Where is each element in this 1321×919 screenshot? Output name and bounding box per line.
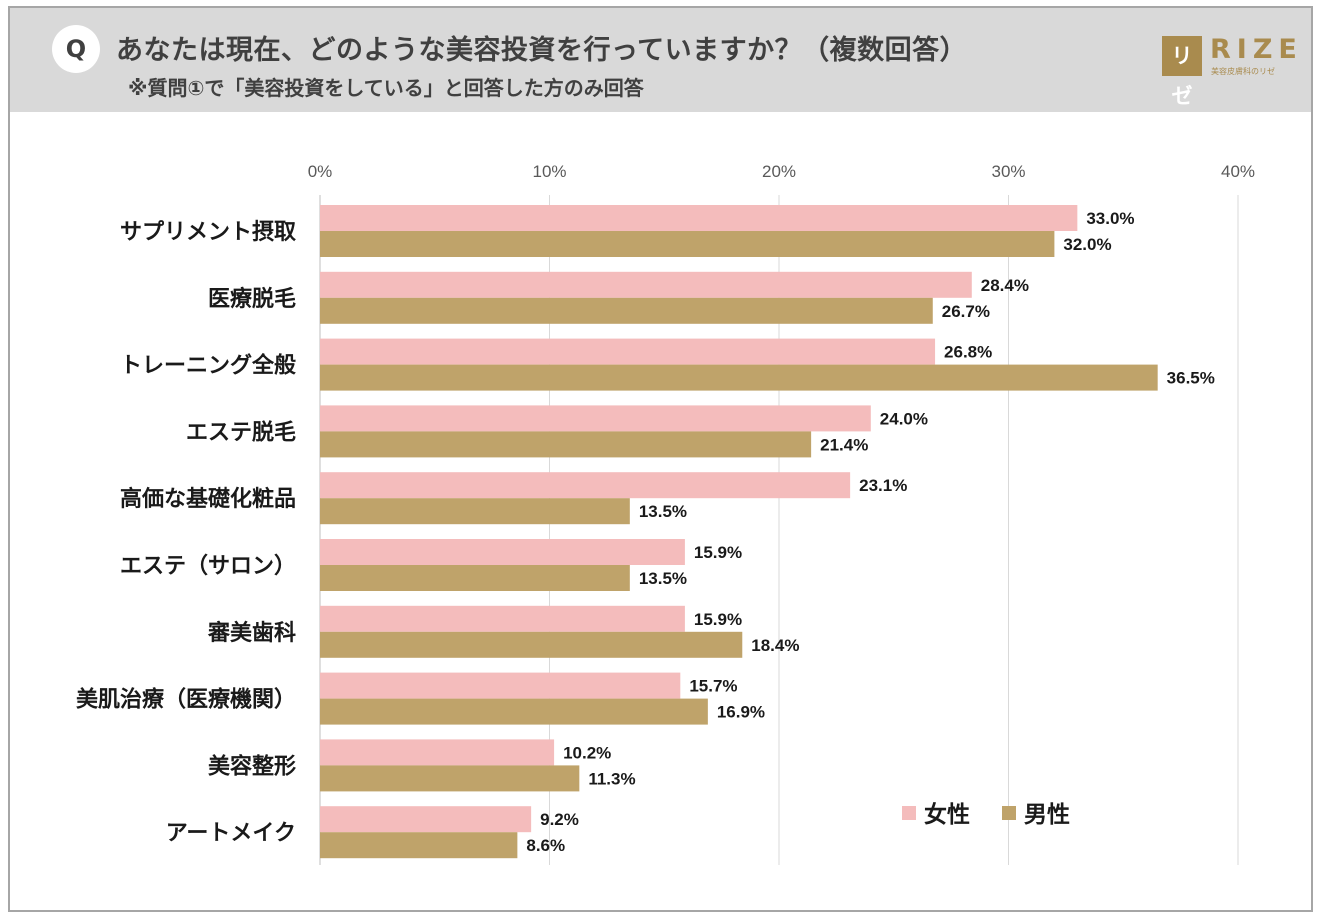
- bar-male: [320, 297, 933, 324]
- data-label: 23.1%: [859, 476, 907, 495]
- logo-mark-icon: リゼ: [1162, 36, 1202, 108]
- bar-female: [320, 739, 555, 766]
- bar-male: [320, 631, 743, 658]
- chart-subtitle: ※質問①で「美容投資をしている」と回答した方のみ回答: [128, 76, 644, 100]
- bar-male: [320, 765, 580, 792]
- question-header: Q あなたは現在、どのような美容投資を行っていますか？（複数回答） ※質問①で「…: [10, 8, 1311, 112]
- category-label: 医療脱毛: [208, 286, 296, 312]
- x-tick-label: 0%: [308, 162, 333, 181]
- data-label: 13.5%: [639, 569, 687, 588]
- bar-female: [320, 672, 681, 699]
- brand-logo: リゼ RIZE 美容皮膚科のリゼ: [1162, 34, 1303, 108]
- bar-female: [320, 806, 532, 833]
- bar-female: [320, 205, 1078, 231]
- x-tick-label: 30%: [991, 162, 1025, 181]
- legend-label-male: 男性: [1024, 802, 1070, 828]
- chart-title: あなたは現在、どのような美容投資を行っていますか？（複数回答）: [116, 35, 968, 66]
- data-label: 24.0%: [880, 409, 928, 428]
- bar-female: [320, 539, 685, 565]
- bar-male: [320, 364, 1158, 391]
- data-label: 36.5%: [1167, 369, 1215, 388]
- category-label: エステ（サロン）: [120, 554, 296, 579]
- legend-label-female: 女性: [924, 801, 970, 828]
- data-label: 32.0%: [1063, 235, 1111, 254]
- category-label: 美容整形: [208, 753, 296, 779]
- data-label: 13.5%: [639, 502, 687, 521]
- chart-frame: Q あなたは現在、どのような美容投資を行っていますか？（複数回答） ※質問①で「…: [8, 6, 1313, 912]
- category-label: アートメイク: [166, 821, 296, 846]
- data-label: 10.2%: [563, 743, 611, 762]
- bar-female: [320, 271, 972, 298]
- category-label: 美肌治療（医療機関）: [76, 687, 296, 713]
- data-label: 26.7%: [942, 302, 990, 321]
- logo-wordmark: RIZE: [1210, 34, 1303, 65]
- data-label: 16.9%: [717, 703, 765, 722]
- bar-male: [320, 698, 708, 725]
- bar-male: [320, 231, 1055, 257]
- bar-male: [320, 565, 630, 591]
- legend-swatch-female: [902, 806, 916, 820]
- x-tick-label: 10%: [532, 162, 566, 181]
- bar-male: [320, 832, 518, 859]
- x-tick-label: 40%: [1221, 162, 1255, 181]
- category-label: エステ脱毛: [186, 420, 296, 445]
- bar-female: [320, 472, 851, 499]
- data-label: 18.4%: [751, 636, 799, 655]
- data-label: 9.2%: [540, 810, 579, 829]
- x-tick-label: 20%: [762, 162, 796, 181]
- bar-female: [320, 405, 871, 432]
- data-label: 28.4%: [981, 276, 1029, 295]
- data-label: 33.0%: [1086, 209, 1134, 228]
- data-label: 26.8%: [944, 343, 992, 362]
- data-label: 15.7%: [689, 677, 737, 696]
- category-label: 審美歯科: [207, 620, 296, 646]
- category-label: トレーニング全般: [120, 353, 296, 379]
- legend-swatch-male: [1002, 806, 1016, 820]
- bar-female: [320, 605, 685, 632]
- bar-male: [320, 431, 812, 458]
- data-label: 11.3%: [588, 769, 635, 788]
- data-label: 15.9%: [694, 543, 742, 562]
- bar-female: [320, 338, 936, 365]
- data-label: 8.6%: [526, 836, 565, 855]
- bar-male: [320, 498, 630, 525]
- question-badge: Q: [52, 25, 100, 73]
- category-label: 高価な基礎化粧品: [120, 486, 296, 512]
- category-label: サプリメント摂取: [120, 219, 296, 245]
- logo-tagline: 美容皮膚科のリゼ: [1211, 67, 1275, 76]
- data-label: 21.4%: [820, 435, 868, 454]
- data-label: 15.9%: [694, 610, 742, 629]
